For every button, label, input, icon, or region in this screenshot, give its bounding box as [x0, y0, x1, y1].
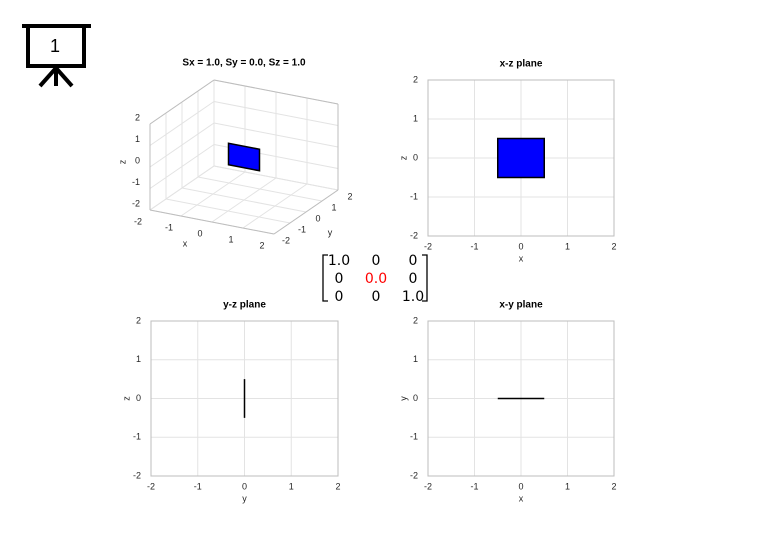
z-tick-label: 2 — [135, 112, 140, 122]
y-tick-label: -2 — [410, 470, 418, 480]
x-tick-label: 0 — [518, 241, 523, 251]
y-tick-label: -1 — [410, 432, 418, 442]
y-tick-label: -2 — [282, 235, 290, 245]
matrix-entry: 1.0 — [328, 253, 350, 269]
x-tick-label: 1 — [565, 241, 570, 251]
grid-line — [149, 165, 215, 211]
x-tick-label: -1 — [194, 481, 202, 491]
z-tick-label: -2 — [132, 198, 140, 208]
z-tick-label: -1 — [132, 177, 140, 187]
axes-edge — [273, 189, 339, 235]
y-axis-label: z — [398, 155, 408, 160]
y-tick-label: 2 — [413, 315, 418, 325]
y-tick-label: 0 — [413, 393, 418, 403]
z-tick-label: 1 — [135, 134, 140, 144]
y-tick-label: 0 — [413, 152, 418, 162]
matrix-entry: 1.0 — [402, 289, 424, 305]
x-axis-label: x — [183, 238, 188, 248]
x-tick-label: 2 — [611, 481, 616, 491]
x-tick-label: -2 — [147, 481, 155, 491]
axes-title: x-y plane — [499, 300, 543, 311]
x-tick-label: 0 — [197, 228, 202, 238]
matrix-entry: 0 — [409, 271, 418, 287]
matrix-entry: 0 — [335, 289, 344, 305]
matrix-entry: 0 — [372, 289, 381, 305]
axes-edge — [149, 79, 215, 125]
y-tick-label: 0 — [136, 393, 141, 403]
x-tick-label: -1 — [470, 481, 478, 491]
matrix-entry: 0 — [372, 253, 381, 269]
x-tick-label: 2 — [335, 481, 340, 491]
z-axis-label: z — [117, 159, 127, 164]
x-axis-label: x — [519, 493, 524, 503]
y-tick-label: -2 — [133, 470, 141, 480]
axes-title: Sx = 1.0, Sy = 0.0, Sz = 1.0 — [182, 58, 306, 69]
y-axis-label: z — [121, 396, 131, 401]
shape — [227, 142, 261, 172]
x-axis-label: y — [242, 493, 247, 503]
y-tick-label: 2 — [413, 74, 418, 84]
slide-number: 1 — [50, 36, 60, 56]
x-tick-label: 1 — [289, 481, 294, 491]
grid-line — [213, 165, 339, 191]
matrix-entry: 0.0 — [365, 271, 387, 287]
axes-box — [150, 320, 339, 477]
x-tick-label: -2 — [424, 481, 432, 491]
x-tick-label: 1 — [228, 234, 233, 244]
matrix-entry: 0 — [335, 271, 344, 287]
axes-box — [427, 79, 615, 237]
y-axis-label: y — [398, 396, 408, 401]
matrix-brackets — [322, 254, 428, 302]
y-tick-label: 2 — [347, 191, 352, 201]
y-tick-label: -1 — [298, 224, 306, 234]
x-tick-label: 2 — [259, 240, 264, 250]
grid-line — [149, 144, 215, 189]
z-tick-label: 0 — [135, 155, 140, 165]
y-tick-label: -2 — [410, 230, 418, 240]
matrix-entry: 0 — [409, 253, 418, 269]
axes-title: y-z plane — [223, 300, 266, 311]
y-axis-label: y — [328, 227, 333, 237]
grid-line — [213, 101, 339, 126]
y-tick-label: 1 — [413, 113, 418, 123]
grid-line — [165, 198, 291, 224]
x-axis-label: x — [519, 253, 524, 263]
y-tick-label: 1 — [331, 202, 336, 212]
x-tick-label: -2 — [134, 216, 142, 226]
y-tick-label: 0 — [315, 213, 320, 223]
grid-line — [181, 187, 307, 213]
y-tick-label: -1 — [410, 191, 418, 201]
slide-icon — [22, 24, 91, 88]
x-tick-label: -1 — [165, 222, 173, 232]
grid-line — [149, 101, 215, 146]
y-tick-label: 1 — [413, 354, 418, 364]
axes-edge — [149, 209, 275, 235]
x-tick-label: 1 — [565, 481, 570, 491]
x-tick-label: 0 — [518, 481, 523, 491]
grid-line — [213, 122, 339, 148]
y-tick-label: 1 — [136, 354, 141, 364]
y-tick-label: -1 — [133, 432, 141, 442]
x-tick-label: -1 — [470, 241, 478, 251]
x-tick-label: -2 — [424, 241, 432, 251]
y-tick-label: 2 — [136, 315, 141, 325]
x-tick-label: 2 — [611, 241, 616, 251]
x-tick-label: 0 — [242, 481, 247, 491]
grid-line — [197, 176, 323, 202]
grid-line — [149, 122, 215, 168]
shape — [497, 137, 545, 179]
axes-edge — [213, 79, 339, 105]
axes-box — [427, 320, 615, 477]
axes-title: x-z plane — [500, 59, 543, 70]
